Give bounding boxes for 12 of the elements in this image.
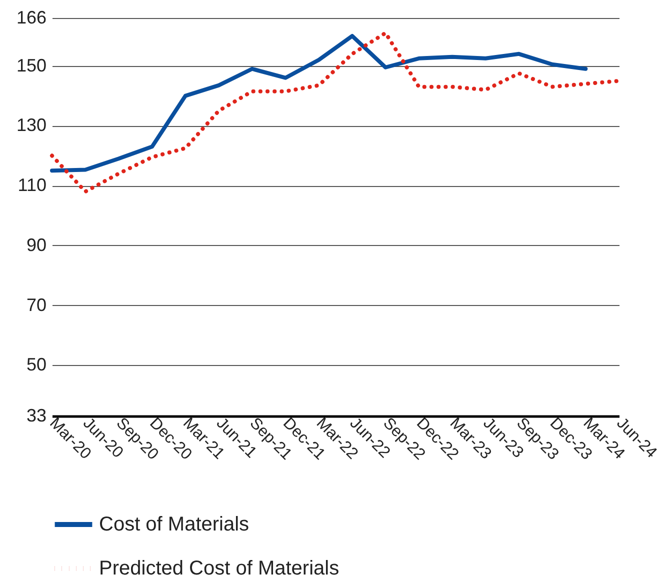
- line-series: [50, 34, 588, 173]
- legend-label: Predicted Cost of Materials: [99, 558, 340, 580]
- y-tick-label: 150: [16, 55, 46, 76]
- y-tick-label: 70: [26, 294, 46, 315]
- y-tick-label: 130: [16, 115, 46, 136]
- y-tick-label: 50: [26, 354, 46, 375]
- y-tick-label: 166: [16, 8, 46, 28]
- legend-label: Cost of Materials: [99, 514, 250, 536]
- line-series: [50, 30, 621, 194]
- y-tick-label: 110: [18, 175, 46, 196]
- y-tick-label: 33: [26, 406, 46, 426]
- y-tick-label: 90: [26, 234, 46, 255]
